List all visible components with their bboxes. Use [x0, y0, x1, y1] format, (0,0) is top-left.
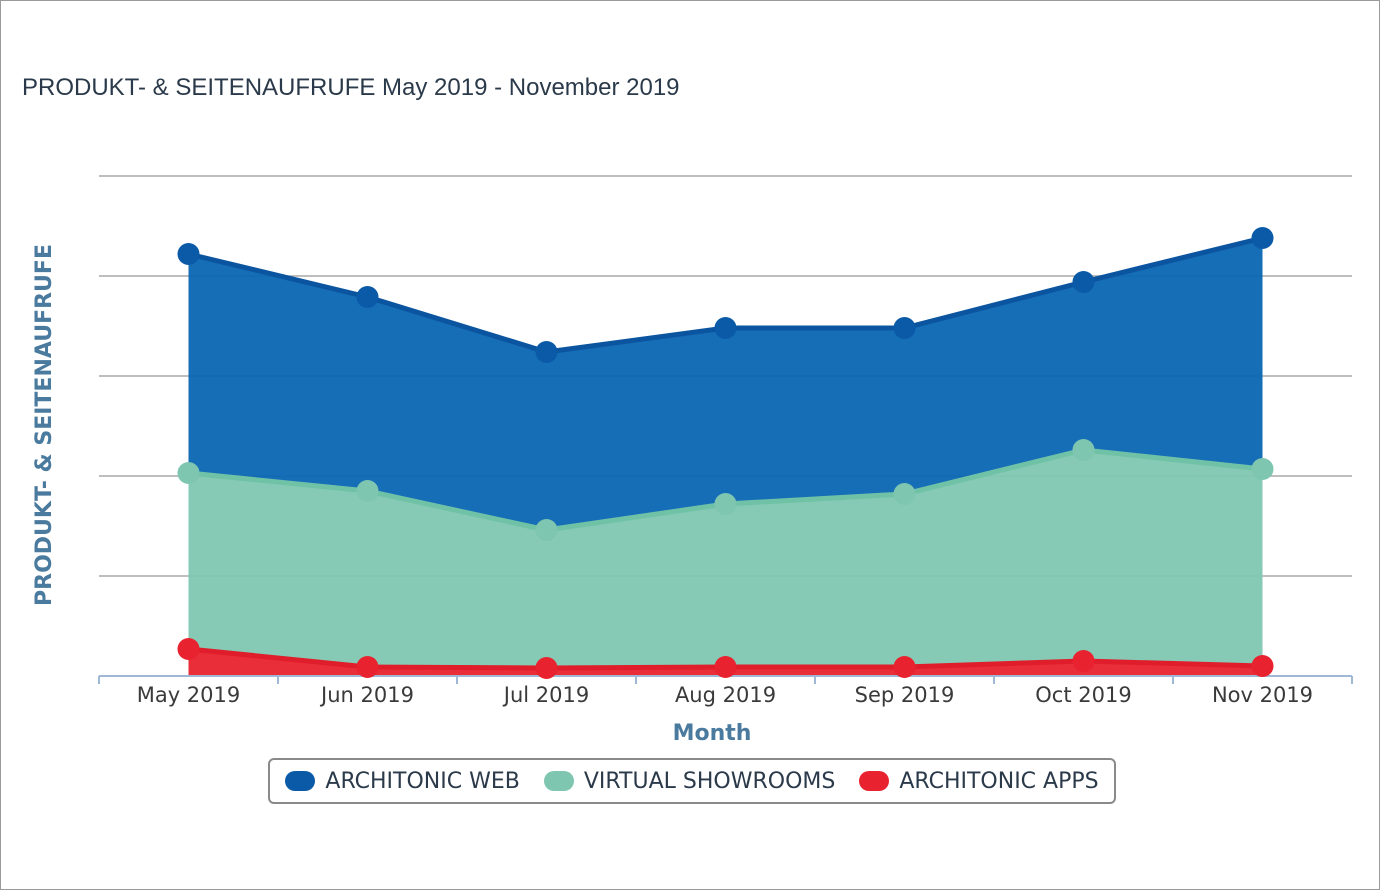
point-virtual-showrooms[interactable] — [356, 480, 379, 502]
y-axis-label: PRODUKT- & SEITENAUFRUFE — [32, 244, 57, 606]
point-architonic-web[interactable] — [1072, 271, 1095, 293]
legend-item-architonic-web[interactable]: ARCHITONIC WEB — [285, 768, 520, 794]
legend: ARCHITONIC WEB VIRTUAL SHOWROOMS ARCHITO… — [268, 758, 1116, 804]
point-architonic-apps[interactable] — [1072, 650, 1095, 672]
legend-item-virtual-showrooms[interactable]: VIRTUAL SHOWROOMS — [543, 768, 836, 794]
x-axis-label: Month — [673, 721, 752, 746]
x-tick-label: Aug 2019 — [675, 683, 776, 707]
point-virtual-showrooms[interactable] — [177, 462, 200, 484]
point-architonic-apps[interactable] — [177, 638, 200, 660]
point-virtual-showrooms[interactable] — [893, 483, 916, 505]
area-virtual-showrooms — [188, 450, 1263, 668]
x-tick-label: Oct 2019 — [1035, 683, 1131, 707]
point-architonic-web[interactable] — [356, 286, 379, 308]
point-architonic-apps[interactable] — [714, 656, 737, 678]
point-architonic-web[interactable] — [893, 317, 916, 339]
point-virtual-showrooms[interactable] — [1251, 458, 1274, 480]
legend-swatch-showrooms — [543, 771, 574, 791]
point-architonic-apps[interactable] — [893, 656, 916, 678]
area-series — [188, 238, 1263, 676]
point-architonic-apps[interactable] — [356, 656, 379, 678]
x-tick-labels: May 2019 Jun 2019 Jul 2019 Aug 2019 Sep 2019… — [137, 683, 1313, 707]
legend-item-architonic-apps[interactable]: ARCHITONIC APPS — [859, 768, 1099, 794]
legend-swatch-apps — [859, 771, 890, 791]
legend-label: VIRTUAL SHOWROOMS — [583, 768, 836, 794]
x-tick-label: Jul 2019 — [502, 683, 589, 707]
point-architonic-web[interactable] — [714, 317, 737, 339]
x-tick-label: Jun 2019 — [319, 683, 414, 707]
point-architonic-web[interactable] — [1251, 227, 1274, 249]
point-virtual-showrooms[interactable] — [535, 519, 558, 541]
point-virtual-showrooms[interactable] — [1072, 439, 1095, 461]
x-tick-label: Nov 2019 — [1212, 683, 1313, 707]
x-tick-label: Sep 2019 — [855, 683, 955, 707]
point-architonic-web[interactable] — [177, 243, 200, 265]
legend-swatch-web — [285, 771, 316, 791]
data-points — [177, 227, 1274, 679]
chart-title: PRODUKT- & SEITENAUFRUFE May 2019 - Nove… — [22, 74, 680, 101]
point-architonic-web[interactable] — [535, 341, 558, 363]
legend-label: ARCHITONIC APPS — [899, 768, 1099, 794]
area-architonic-web — [188, 238, 1263, 530]
x-tick-label: May 2019 — [137, 683, 241, 707]
point-architonic-apps[interactable] — [535, 657, 558, 679]
legend-label: ARCHITONIC WEB — [325, 768, 520, 794]
point-virtual-showrooms[interactable] — [714, 493, 737, 515]
point-architonic-apps[interactable] — [1251, 655, 1274, 677]
